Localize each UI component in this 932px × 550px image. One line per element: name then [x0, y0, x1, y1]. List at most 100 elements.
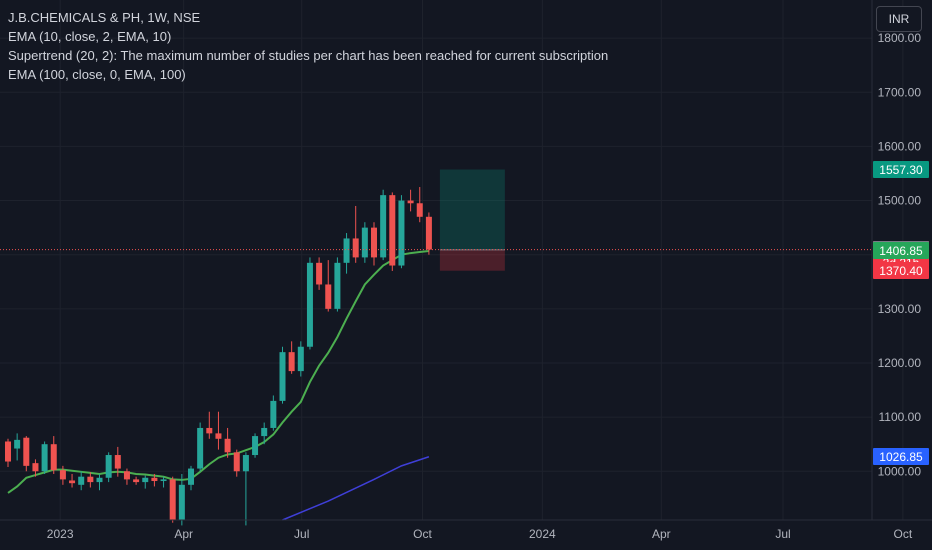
candle-body [297, 346, 304, 372]
candle-body [242, 455, 249, 472]
candle-body [197, 427, 204, 469]
candle [416, 187, 423, 223]
price-tick-label: 1700.00 [878, 85, 922, 99]
candle-body [133, 479, 140, 483]
candle-body [389, 195, 396, 266]
candle [306, 257, 313, 350]
candle [425, 212, 432, 255]
candle [169, 476, 176, 523]
candle-body [5, 441, 11, 462]
candle-body [32, 463, 39, 472]
candle [215, 411, 222, 450]
candle-body [288, 352, 295, 372]
price-tick-label: 1000.00 [878, 464, 922, 478]
candle [334, 257, 341, 312]
candle-body [14, 439, 21, 449]
candle [389, 192, 396, 271]
candle [252, 433, 259, 458]
long-position-tool [439, 169, 505, 271]
legend-ema10[interactable]: EMA (10, close, 2, EMA, 10) [8, 29, 172, 44]
candle-body [96, 477, 103, 483]
candle [270, 395, 277, 431]
candle-body [233, 452, 240, 472]
candle [133, 476, 140, 485]
candle [32, 459, 39, 477]
ema100-line-layer [282, 456, 430, 521]
candle-body [87, 476, 94, 483]
candle-body [352, 238, 359, 258]
candle [188, 465, 194, 491]
candle-body [380, 195, 387, 258]
price-axis: 1000.001100.001200.001300.001400.001500.… [871, 0, 922, 520]
candle [206, 411, 213, 439]
candle-body [41, 444, 48, 472]
chart-legend: J.B.CHEMICALS & PH, 1W, NSE EMA (10, clo… [8, 8, 608, 84]
candle [59, 465, 66, 485]
legend-ema100[interactable]: EMA (100, close, 0, EMA, 100) [8, 67, 186, 82]
ema10-line-layer [7, 249, 430, 494]
candle [242, 452, 249, 526]
price-grid [0, 0, 904, 520]
time-tick-label: Oct [413, 527, 432, 541]
candle-body [123, 471, 130, 480]
time-tick-label: 2024 [529, 527, 556, 541]
candle-body [50, 444, 57, 471]
candle-body [59, 470, 66, 480]
candle [151, 473, 158, 487]
candle-body [142, 477, 149, 483]
candle-body [416, 203, 423, 217]
candle-body [306, 262, 313, 347]
candle [123, 468, 130, 485]
symbol-title[interactable]: J.B.CHEMICALS & PH, 1W, NSE [8, 10, 201, 25]
candle-body [178, 484, 185, 520]
candle [380, 189, 387, 261]
price-tick-label: 1300.00 [878, 302, 922, 316]
time-tick-label: Jul [775, 527, 790, 541]
price-tick-label: 1600.00 [878, 139, 922, 153]
candle [41, 441, 48, 474]
candle-body [398, 200, 405, 266]
candle [343, 233, 350, 274]
target-zone [439, 169, 505, 250]
price-tick-label: 1100.00 [879, 410, 922, 424]
time-tick-label: Oct [894, 527, 913, 541]
candle-body [316, 262, 323, 285]
candle [197, 422, 204, 472]
candle-body [334, 262, 341, 309]
stop-zone [439, 249, 505, 271]
candle-body [224, 438, 231, 453]
candle [50, 436, 57, 474]
candle [96, 473, 103, 491]
candle [316, 257, 323, 290]
time-tick-label: Apr [652, 527, 671, 541]
candle-body [69, 480, 76, 484]
candle-body [151, 477, 158, 482]
time-tick-label: Jul [294, 527, 309, 541]
candle [5, 438, 11, 467]
candle-body [361, 227, 368, 258]
candle-body [425, 216, 432, 250]
candle [87, 472, 94, 488]
price-tick-label: 1500.00 [878, 194, 922, 208]
candle [14, 433, 21, 461]
ema100-price-tag: 1026.85 [873, 448, 929, 466]
candle-body [169, 479, 176, 520]
candle [23, 436, 30, 472]
candle-body [160, 479, 167, 482]
candle-body [78, 476, 85, 485]
candle-body [407, 200, 414, 204]
candle [142, 475, 149, 489]
candle [114, 446, 121, 477]
candle [233, 449, 240, 477]
candle [105, 452, 112, 483]
legend-supertrend[interactable]: Supertrend (20, 2): The maximum number o… [8, 48, 609, 63]
candle-body [206, 427, 213, 434]
candle [407, 189, 414, 212]
currency-button[interactable]: INR [876, 6, 922, 32]
candle [297, 341, 304, 377]
candle-body [343, 238, 350, 263]
stop-price-tag: 1370.40 [873, 262, 929, 280]
time-tick-label: Apr [174, 527, 193, 541]
candle-body [371, 227, 377, 258]
